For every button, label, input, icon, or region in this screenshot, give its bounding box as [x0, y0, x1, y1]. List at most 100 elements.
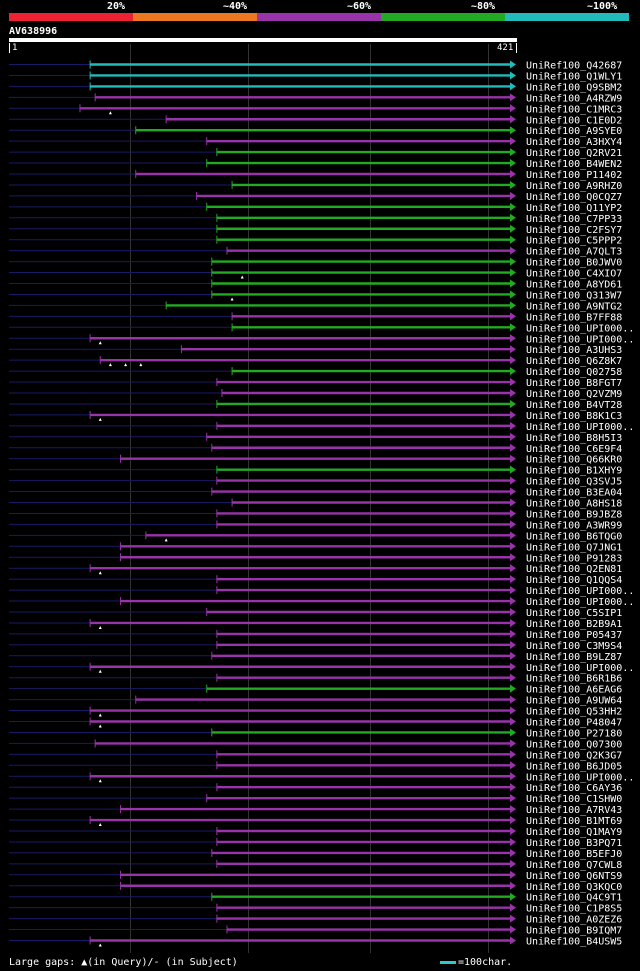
hit-end-arrow [510, 148, 516, 157]
hit-label: UniRef100_A3WR99 [526, 520, 622, 531]
hit-end-arrow [510, 695, 516, 704]
hit-end-arrow [510, 925, 516, 934]
query-bar [9, 38, 517, 42]
hit-row: UniRef100_UPI000.. [9, 586, 634, 597]
hit-label: UniRef100_Q2VZM9 [526, 389, 622, 400]
query-start-tick [9, 43, 10, 53]
hit-end-arrow [510, 454, 516, 463]
hit-label: UniRef100_Q42687 [526, 61, 622, 72]
hit-end-arrow [510, 224, 516, 233]
hit-label: UniRef100_B1XHY9 [526, 466, 622, 477]
hit-row: UniRef100_B4WEN2 [9, 159, 622, 170]
hit-label: UniRef100_B8H5I3 [526, 433, 622, 444]
hit-end-arrow [510, 115, 516, 124]
hit-row: UniRef100_Q313W7 [9, 290, 622, 301]
hit-label: UniRef100_C3M9S4 [526, 641, 622, 652]
hit-row: UniRef100_A3WR99 [9, 520, 622, 531]
hit-label: UniRef100_A7QLT3 [526, 247, 622, 258]
hit-end-arrow [510, 673, 516, 682]
hit-label: UniRef100_UPI000.. [526, 422, 634, 433]
hit-end-arrow [510, 345, 516, 354]
hit-row: UniRef100_Q2EN81 [9, 564, 622, 575]
hit-end-arrow [510, 859, 516, 868]
hit-label: UniRef100_Q4C9T1 [526, 893, 622, 904]
hit-end-arrow [510, 432, 516, 441]
hit-row: UniRef100_A9RHZ0 [9, 180, 622, 192]
hit-end-arrow [510, 586, 516, 595]
hit-row: UniRef100_B6TQG0 [9, 531, 622, 542]
hit-row: UniRef100_A9NTG2 [9, 301, 622, 312]
hit-label: UniRef100_Q1MAY9 [526, 827, 622, 838]
hit-end-arrow [510, 257, 516, 266]
hit-label: UniRef100_B1MT69 [526, 816, 622, 827]
hit-row: UniRef100_C1SHW0 [9, 794, 622, 805]
hit-row: UniRef100_Q42687 [9, 60, 622, 72]
hit-end-arrow [510, 246, 516, 255]
hit-end-arrow [510, 235, 516, 244]
hit-end-arrow [510, 662, 516, 671]
hit-label: UniRef100_C1SHW0 [526, 794, 622, 805]
hit-row: UniRef100_P48047 [9, 717, 622, 729]
hit-label: UniRef100_Q3SVJ5 [526, 477, 622, 488]
hit-end-arrow [510, 421, 516, 430]
hit-label: UniRef100_Q6NTS9 [526, 871, 622, 882]
hit-label: UniRef100_B2B9A1 [526, 619, 622, 630]
gap-marker [230, 297, 234, 301]
legend-label: ~40% [223, 1, 248, 12]
hit-row: UniRef100_A7QLT3 [9, 246, 622, 258]
hit-label: UniRef100_A0ZEZ6 [526, 915, 622, 926]
legend-label: ~60% [347, 1, 372, 12]
hit-label: UniRef100_B6TQG0 [526, 531, 622, 542]
hit-label: UniRef100_B9IQM7 [526, 926, 622, 937]
hit-end-arrow [510, 618, 516, 627]
hit-row: UniRef100_A6EAG6 [9, 684, 622, 696]
hit-label: UniRef100_C1MRC3 [526, 104, 622, 115]
hit-label: UniRef100_B9JBZ8 [526, 509, 622, 520]
hit-label: UniRef100_P05437 [526, 630, 622, 641]
hit-end-arrow [510, 498, 516, 507]
hit-end-arrow [510, 816, 516, 825]
hit-label: UniRef100_B4VT28 [526, 400, 622, 411]
hit-label: UniRef100_B3PQ71 [526, 838, 622, 849]
hit-row: UniRef100_B8FGT7 [9, 378, 622, 389]
gap-marker [98, 669, 102, 673]
hit-row: UniRef100_A7RV43 [9, 805, 622, 816]
hit-end-arrow [510, 356, 516, 365]
hit-row: UniRef100_B3EA04 [9, 487, 622, 499]
hit-row: UniRef100_A8YD61 [9, 279, 622, 291]
hit-row: UniRef100_C4XIO7 [9, 268, 622, 280]
hit-row: UniRef100_A3UHS3 [9, 345, 622, 356]
hit-label: UniRef100_UPI000.. [526, 772, 634, 783]
hit-end-arrow [510, 93, 516, 102]
hit-end-arrow [510, 476, 516, 485]
hit-row: UniRef100_C7PP33 [9, 213, 622, 225]
gap-marker [98, 571, 102, 575]
hit-label: UniRef100_C6AY36 [526, 783, 622, 794]
hit-end-arrow [510, 794, 516, 803]
hit-label: UniRef100_Q7JNG1 [526, 542, 622, 553]
hit-label: UniRef100_C1P8S5 [526, 904, 622, 915]
hit-end-arrow [510, 159, 516, 168]
hit-label: UniRef100_C2FSY7 [526, 225, 622, 236]
hit-label: UniRef100_A9SYE0 [526, 126, 622, 137]
hit-end-arrow [510, 410, 516, 419]
hit-end-arrow [510, 717, 516, 726]
hit-row: UniRef100_B0JWV0 [9, 257, 622, 269]
hit-end-arrow [510, 608, 516, 616]
hit-row: UniRef100_A4RZW9 [9, 93, 622, 104]
hit-label: UniRef100_C6E9F4 [526, 444, 622, 455]
hit-end-arrow [510, 848, 516, 857]
hit-label: UniRef100_A9NTG2 [526, 301, 622, 312]
hit-label: UniRef100_UPI000.. [526, 586, 634, 597]
hit-row: UniRef100_A9SYE0 [9, 126, 622, 137]
hit-label: UniRef100_A8HS18 [526, 499, 622, 510]
hit-label: UniRef100_Q07300 [526, 739, 622, 750]
hit-row: UniRef100_B9LZ87 [9, 651, 622, 663]
hit-label: UniRef100_B9LZ87 [526, 652, 622, 663]
hit-end-arrow [510, 213, 516, 222]
hit-row: UniRef100_Q2K3G7 [9, 750, 622, 761]
legend-swatch [381, 13, 505, 21]
hit-end-arrow [510, 378, 516, 387]
hit-row: UniRef100_Q66KR0 [9, 454, 622, 466]
query-name: AV638996 [9, 26, 58, 37]
